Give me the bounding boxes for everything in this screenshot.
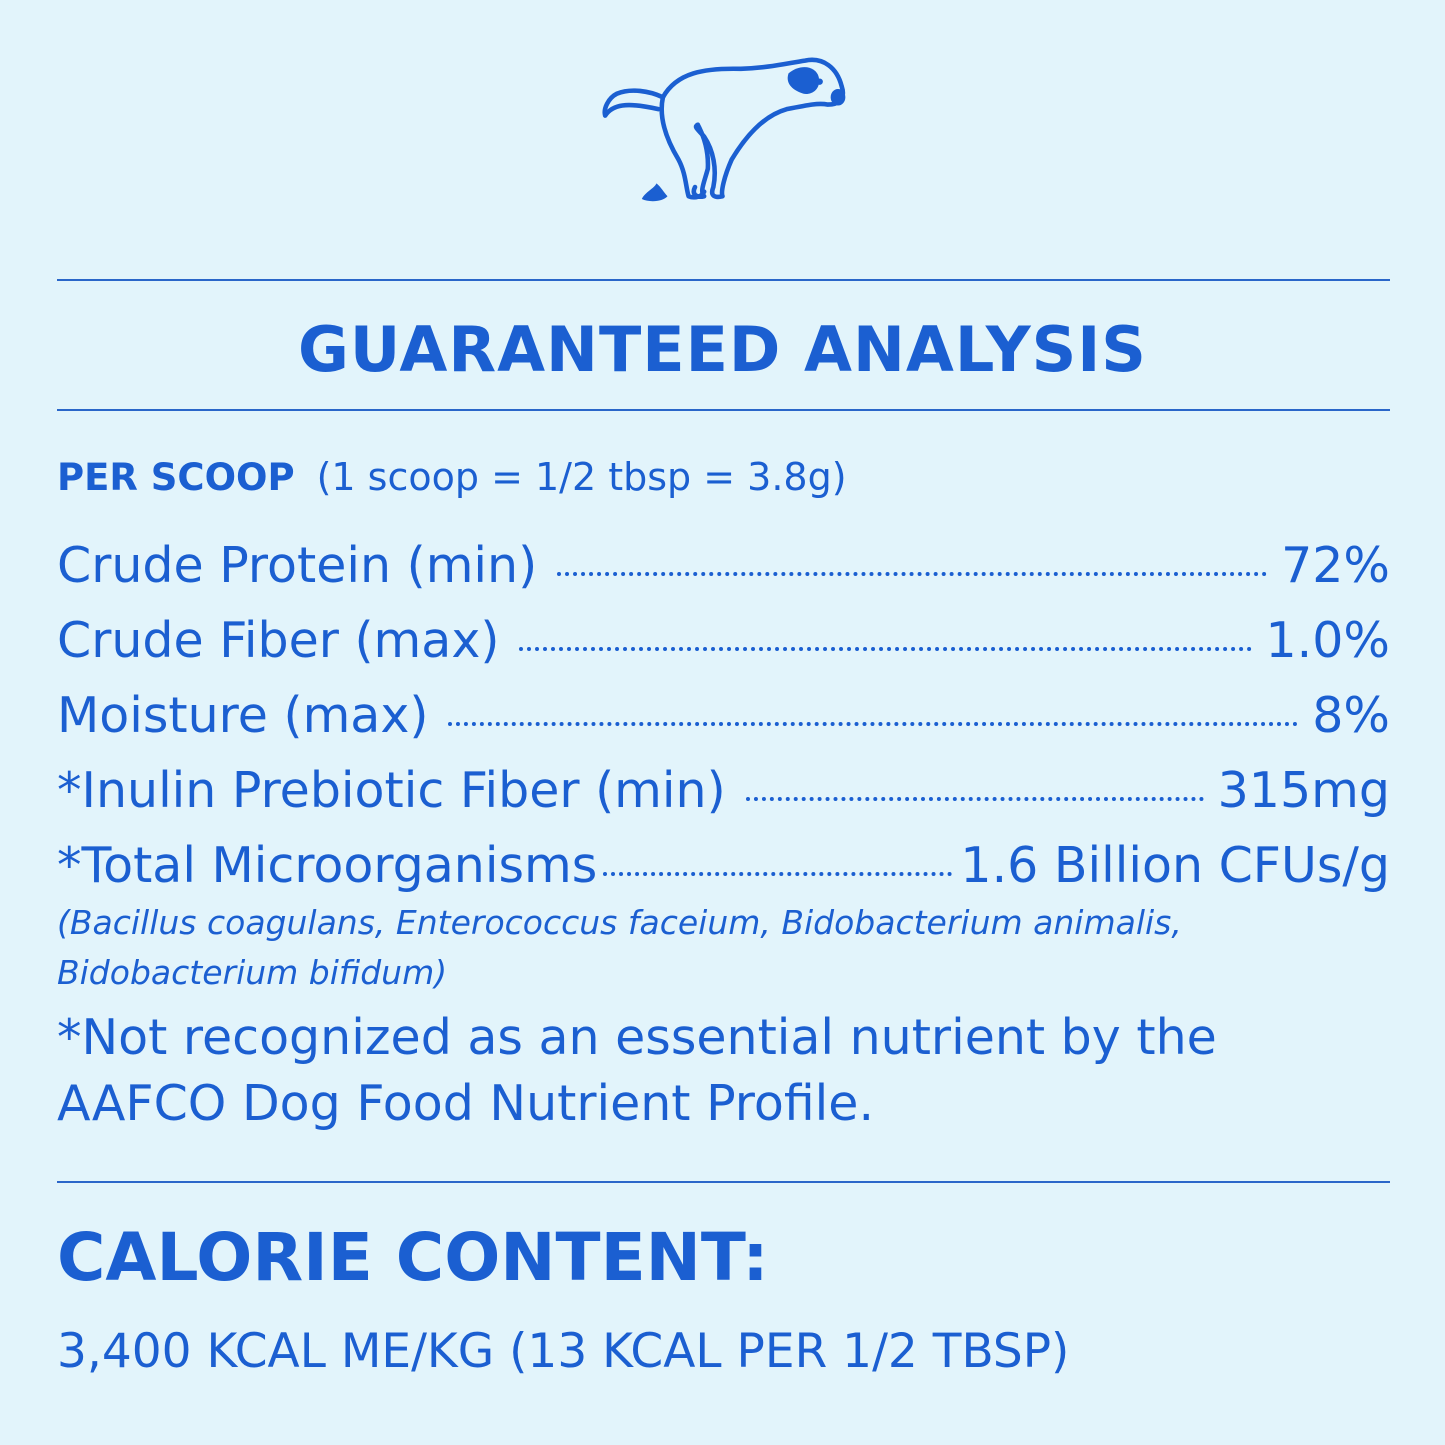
dot-leader	[557, 572, 1268, 576]
footnote-line: AAFCO Dog Food Nutrient Profile.	[57, 1075, 875, 1132]
divider-calorie	[57, 1181, 1390, 1183]
dot-leader	[448, 722, 1299, 726]
analysis-row: Moisture (max) 8%	[57, 682, 1390, 750]
calorie-text: 3,400 KCAL ME/KG (13 KCAL PER 1/2 TBSP)	[57, 1324, 1070, 1379]
dog-illustration	[585, 40, 860, 215]
dot-leader	[745, 797, 1204, 801]
row-label: Crude Protein (min)	[57, 537, 538, 594]
analysis-row: *Total Microorganisms 1.6 Billion CFUs/g	[57, 832, 1390, 900]
row-label: *Total Microorganisms	[57, 837, 598, 894]
row-value: 1.0%	[1265, 612, 1391, 669]
microorganism-species: (Bacillus coagulans, Enterococcus faceiu…	[57, 898, 1397, 998]
divider-top	[57, 279, 1390, 281]
per-scoop-label: PER SCOOP	[57, 456, 295, 499]
analysis-row: *Inulin Prebiotic Fiber (min) 315mg	[57, 757, 1390, 825]
species-line: Bidobacterium bifidum)	[57, 953, 448, 992]
analysis-row: Crude Protein (min) 72%	[57, 532, 1390, 600]
per-scoop-detail: (1 scoop = 1/2 tbsp = 3.8g)	[316, 455, 847, 499]
row-label: Moisture (max)	[57, 687, 429, 744]
row-value: 1.6 Billion CFUs/g	[960, 837, 1390, 894]
dog-pooping-icon	[602, 57, 846, 202]
analysis-row: Crude Fiber (max) 1.0%	[57, 607, 1390, 675]
row-value: 315mg	[1217, 762, 1390, 819]
row-label: Crude Fiber (max)	[57, 612, 500, 669]
row-label: *Inulin Prebiotic Fiber (min)	[57, 762, 726, 819]
footnote-line: *Not recognized as an essential nutrient…	[57, 1009, 1217, 1066]
dot-leader	[519, 647, 1252, 651]
row-value: 72%	[1281, 537, 1390, 594]
footnote: *Not recognized as an essential nutrient…	[57, 1005, 1257, 1137]
row-value: 8%	[1312, 687, 1390, 744]
section-title: GUARANTEED ANALYSIS	[298, 313, 1147, 386]
per-scoop-line: PER SCOOP (1 scoop = 1/2 tbsp = 3.8g)	[57, 452, 847, 503]
species-line: (Bacillus coagulans, Enterococcus faceiu…	[57, 903, 1182, 942]
dot-leader	[603, 872, 953, 876]
divider-under-title	[57, 409, 1390, 411]
calorie-title: CALORIE CONTENT:	[57, 1219, 769, 1296]
